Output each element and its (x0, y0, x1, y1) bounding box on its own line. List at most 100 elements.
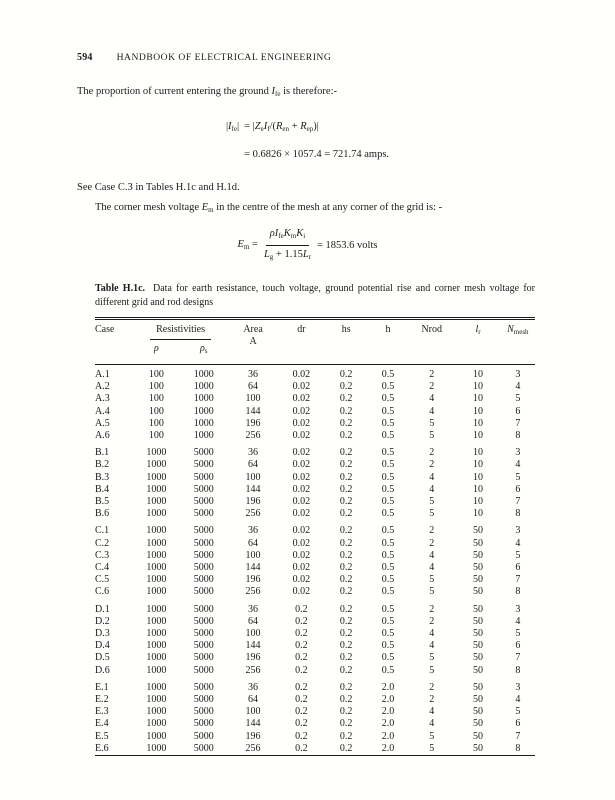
table-cell: 3 (515, 369, 521, 380)
table-cell: 1000 (146, 496, 167, 508)
running-title: HANDBOOK OF ELECTRICAL ENGINEERING (116, 52, 332, 63)
table-cell: B.3 (95, 471, 110, 483)
table-cell: 4 (515, 694, 521, 706)
table-cell: 0.2 (339, 537, 353, 549)
table-cell: 256 (245, 586, 261, 598)
table-row: E.2 1000 5000 64 0.2 0.2 2.0 2 50 4 (95, 694, 535, 706)
table-cell: 100 (148, 417, 164, 429)
table-body: A.1 100 1000 36 0.02 0.2 0.5 2 10 3 A.2 100 1000 64 0.… (95, 365, 535, 756)
table-cell: 1000 (146, 525, 167, 537)
table-cell: 50 (473, 730, 484, 742)
table-cell: 0.5 (381, 430, 395, 442)
table-cell: 8 (515, 430, 521, 442)
equation-segment: in the centre of the mesh at any corner … (213, 202, 443, 213)
equation-segment: ρ (269, 228, 275, 239)
equation-segment: g (269, 253, 274, 261)
table-cell: 1000 (146, 615, 167, 627)
table-cell: 0.02 (292, 447, 311, 459)
table-cell: 0.2 (339, 369, 353, 380)
table-cell: 10 (473, 447, 484, 459)
table-header-row-1: Case Resistivities Area A dr hs h Nrod l… (95, 318, 535, 365)
table-cell: 0.2 (295, 664, 308, 676)
table-cell: 10 (473, 417, 484, 429)
table-cell: A.3 (95, 393, 110, 405)
table-cell: 2 (429, 447, 435, 459)
table-cell: 5000 (193, 508, 214, 520)
table-cell: 1000 (146, 603, 167, 615)
table-cell: 3 (515, 603, 521, 615)
table-cell: 256 (245, 430, 261, 442)
table-cell: 0.2 (339, 718, 353, 730)
table-cell: 2 (429, 369, 435, 380)
table-cell: 5000 (193, 652, 214, 664)
table-cell: 0.5 (381, 447, 395, 459)
page-content: 594 HANDBOOK OF ELECTRICAL ENGINEERING Th… (77, 52, 538, 757)
table-row: A.5 100 1000 196 0.02 0.2 0.5 5 10 7 (95, 418, 535, 430)
table-cell: 0.2 (339, 496, 353, 508)
table-cell: 0.5 (381, 615, 395, 627)
table-cell: 64 (248, 381, 259, 393)
col-header-dr: dr (278, 318, 325, 365)
table-cell: 4 (429, 471, 435, 483)
table-cell: 5 (429, 586, 435, 598)
table-cell: 10 (473, 393, 484, 405)
table-cell: 7 (515, 574, 521, 586)
table-cell: 7 (515, 730, 521, 742)
equation-segment: I (263, 121, 268, 132)
table-cell: 10 (473, 483, 484, 495)
equation-segment: is therefore:- (280, 86, 337, 97)
table-cell: 1000 (146, 730, 167, 742)
table-cell: 5 (515, 628, 521, 640)
table-cell: 0.5 (381, 574, 395, 586)
table-cell: 0.5 (381, 471, 395, 483)
col-header-nmesh: Nmesh (500, 318, 535, 365)
table-caption: Table H.1c. Data for earth resistance, to… (95, 282, 535, 309)
table-cell: 196 (245, 574, 261, 586)
equation-ife-lhs-spacer (226, 142, 239, 168)
equation-segment: m (243, 242, 250, 251)
table-cell: 2.0 (381, 742, 395, 754)
table-cell: 0.2 (295, 615, 308, 627)
table-cell: 1000 (146, 508, 167, 520)
table-cell: 6 (515, 640, 521, 652)
table-cell: 5 (429, 652, 435, 664)
equation-segment: I (274, 228, 279, 239)
table-cell: 1000 (146, 549, 167, 561)
table-cell: 0.2 (339, 742, 353, 754)
equation-segment: = | (244, 121, 255, 132)
table-cell: 1000 (146, 742, 167, 754)
table-cell: 8 (515, 508, 521, 520)
equation-segment: ep (306, 125, 314, 133)
table-cell: 4 (429, 483, 435, 495)
table-cell: 5000 (193, 730, 214, 742)
table-cell: 256 (245, 742, 261, 754)
table-cell: 5000 (193, 742, 214, 754)
table-cell: 36 (248, 603, 259, 615)
table-cell: 5000 (193, 640, 214, 652)
table-cell: 50 (473, 549, 484, 561)
table-cell: 0.2 (295, 628, 308, 640)
equation-segment: fe (231, 125, 237, 133)
table-cell: 7 (515, 496, 521, 508)
table-cell: 0.02 (292, 586, 311, 598)
table-cell: 4 (429, 706, 435, 718)
table-cell: 1000 (193, 417, 214, 429)
table-cell: 4 (429, 549, 435, 561)
table-cell: 100 (148, 405, 164, 417)
table-caption-text: Data for earth resistance, touch voltage… (95, 283, 535, 308)
table-cell: 36 (248, 525, 259, 537)
table-cell: 0.02 (292, 483, 311, 495)
table-row: A.3 100 1000 100 0.02 0.2 0.5 4 10 5 (95, 393, 535, 405)
intro-paragraph: The proportion of current entering the g… (77, 85, 538, 101)
table-cell: E.1 (95, 681, 109, 693)
table-cell: 64 (248, 615, 259, 627)
table-cell: 50 (473, 640, 484, 652)
table-cell: 50 (473, 694, 484, 706)
table-cell: 0.2 (339, 405, 353, 417)
equation-segment: R (300, 121, 307, 132)
table-cell: 50 (473, 537, 484, 549)
equation-segment: I (228, 121, 232, 132)
table-cell: 0.5 (381, 664, 395, 676)
table-cell: 1000 (146, 537, 167, 549)
